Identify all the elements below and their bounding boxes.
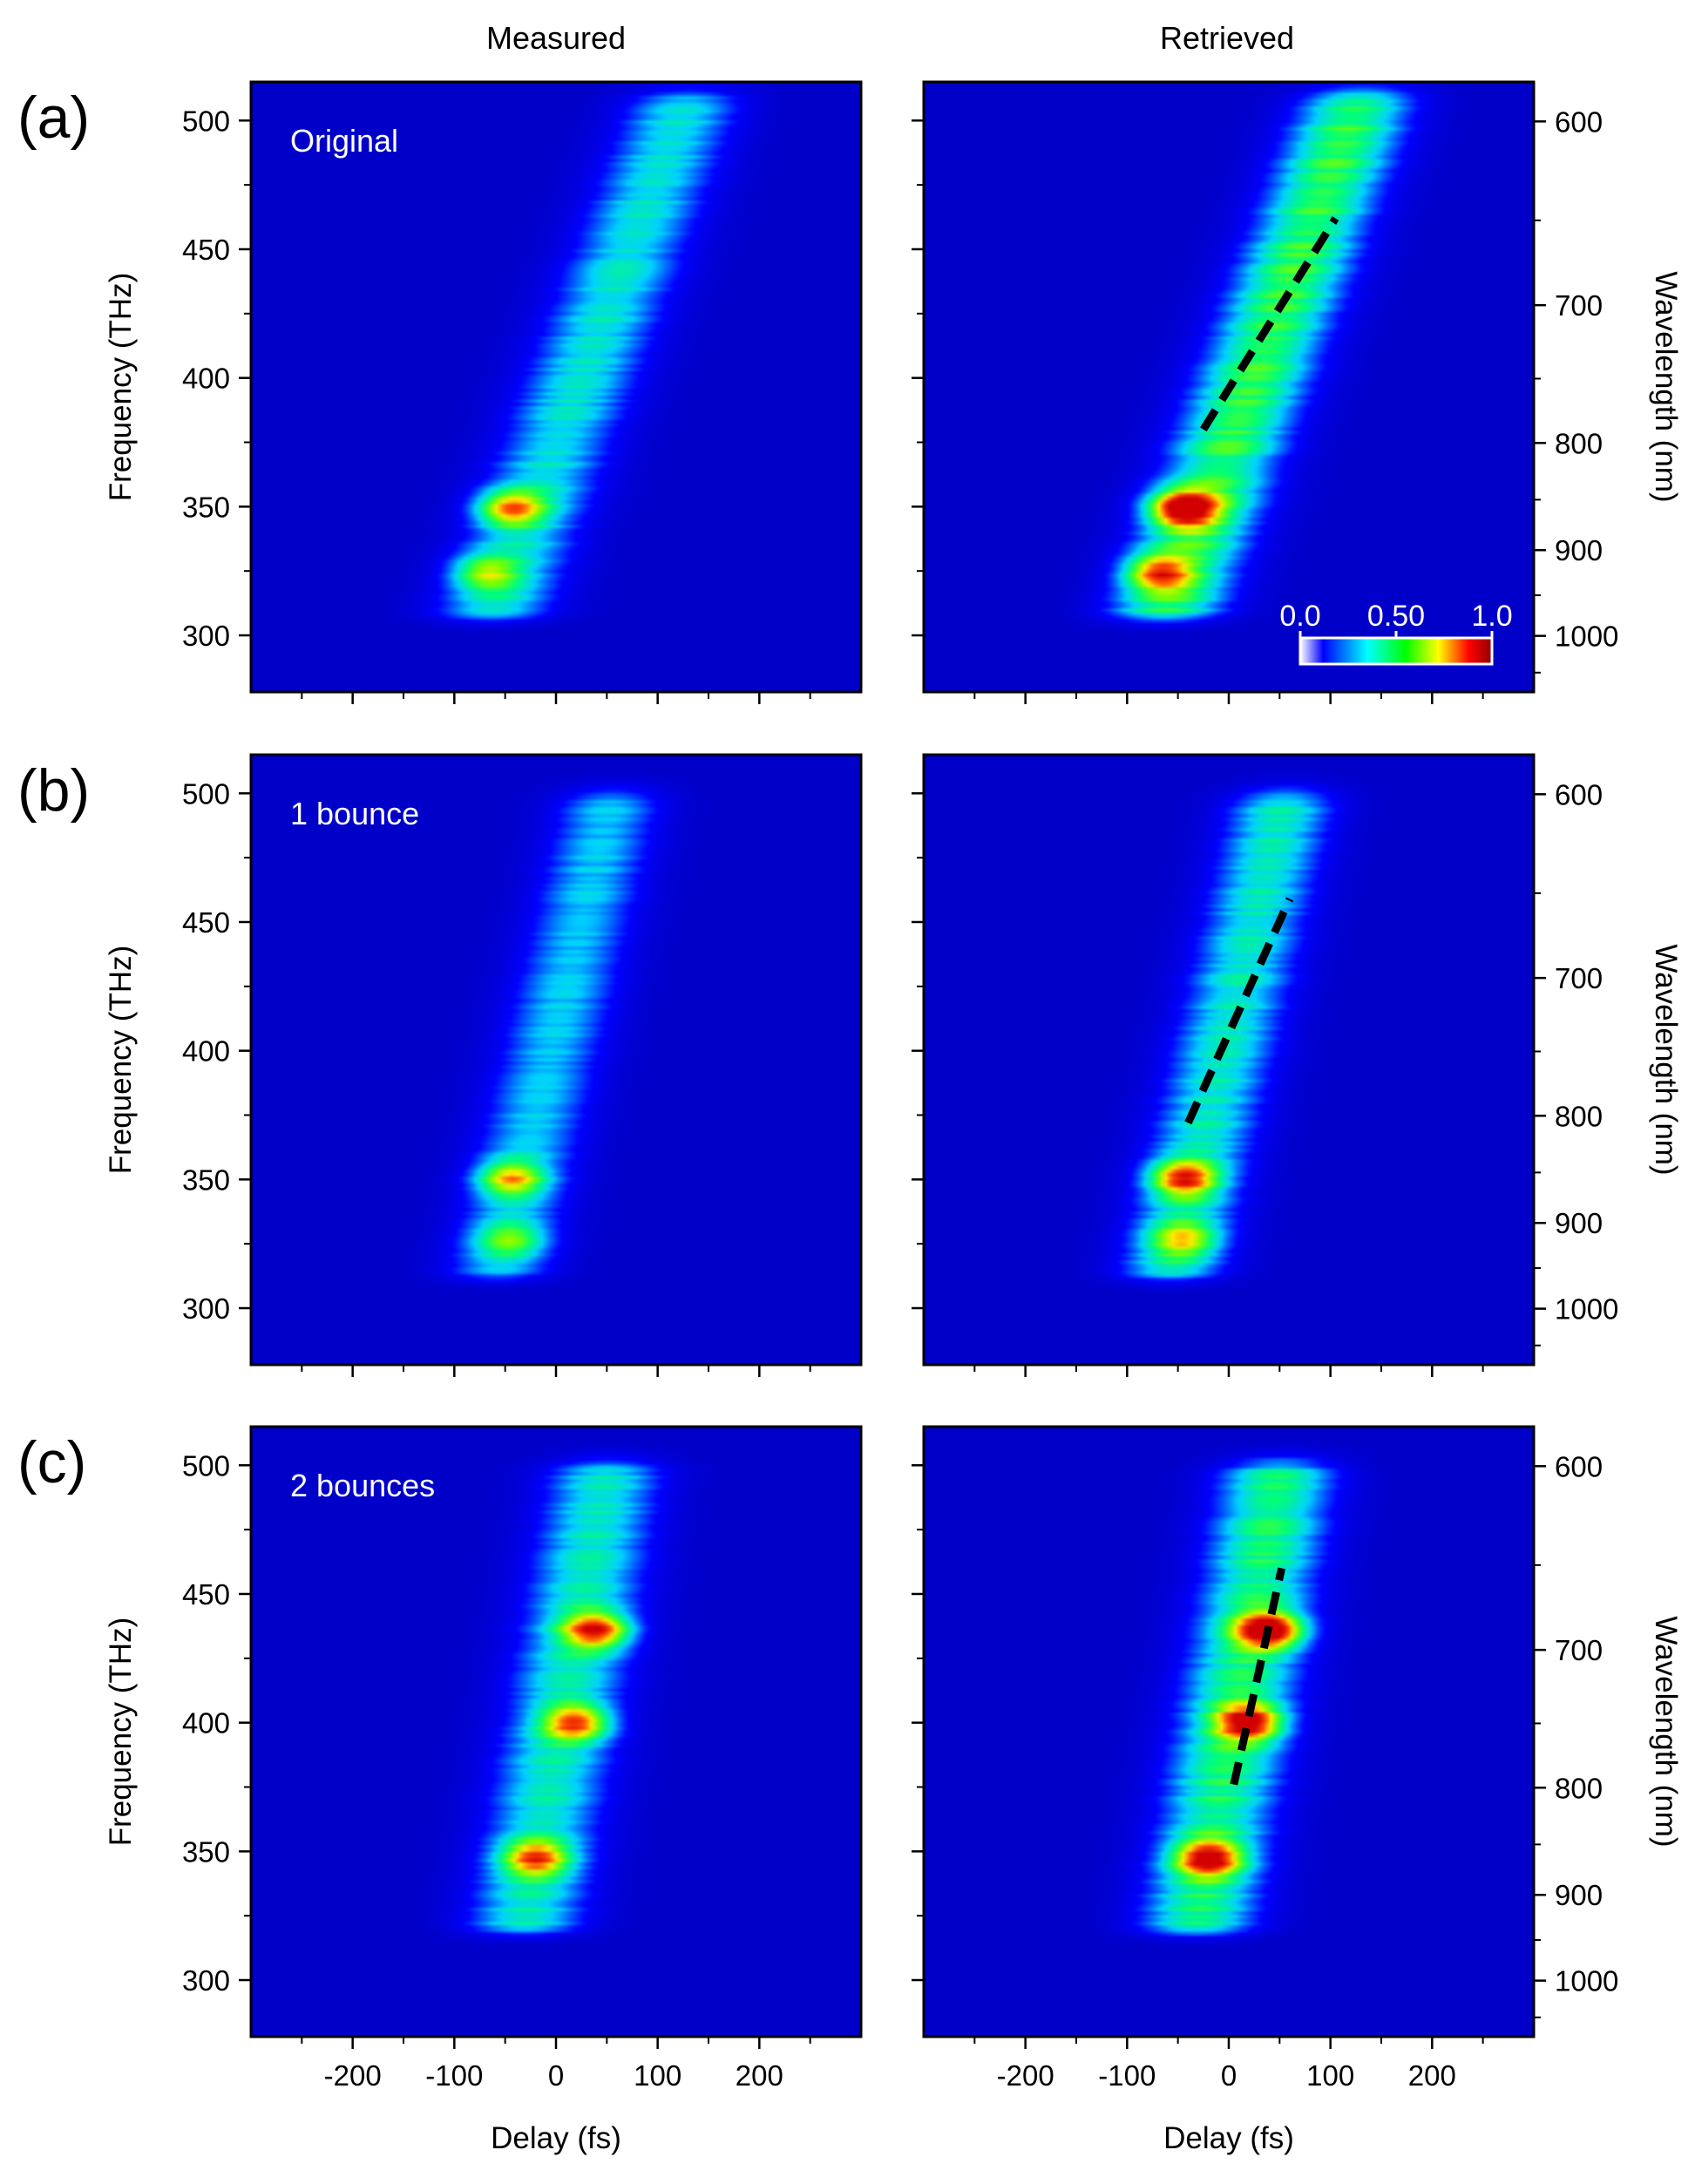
measured-heatmap-2 xyxy=(251,755,861,1365)
panel-note-3: 2 bounces xyxy=(290,1468,435,1503)
y2-tick-label-800: 800 xyxy=(1555,1100,1603,1132)
y-tick-label-300: 300 xyxy=(182,620,230,652)
y2-tick-label-700: 700 xyxy=(1555,289,1603,322)
x-axis-label: Delay (fs) xyxy=(1163,2121,1294,2155)
x-tick-label-100: 100 xyxy=(634,2059,681,2092)
y2-tick-label-600: 600 xyxy=(1555,105,1603,138)
y2-tick-label-900: 900 xyxy=(1555,534,1603,566)
y-tick-label-350: 350 xyxy=(182,1163,230,1196)
colorbar: 0.0 0.50 1.0 xyxy=(1279,600,1513,666)
y-tick-label-350: 350 xyxy=(182,491,230,523)
y-tick-label-500: 500 xyxy=(182,777,230,810)
x-tick-label--200: -200 xyxy=(324,2059,382,2092)
x-tick-label-200: 200 xyxy=(736,2059,783,2092)
measured-panel-3: 300 350 400 450 500 Frequency (THz) 2 bounces -… xyxy=(104,1425,863,2155)
y2-tick-label-1000: 1000 xyxy=(1555,621,1618,653)
retrieved-heatmap-3 xyxy=(924,1427,1534,2037)
y2-tick-label-600: 600 xyxy=(1555,778,1603,811)
panel-label-3: (c) xyxy=(17,1429,86,1496)
y2-tick-label-800: 800 xyxy=(1555,1772,1603,1804)
y2-axis-label: Wavelength (nm) xyxy=(1649,1616,1683,1847)
y-tick-label-350: 350 xyxy=(182,1835,230,1868)
y-tick-label-300: 300 xyxy=(182,1292,230,1325)
measured-heatmap-1 xyxy=(251,82,861,692)
y-axis-label: Frequency (THz) xyxy=(104,1618,138,1847)
y2-axis-label: Wavelength (nm) xyxy=(1649,944,1683,1175)
x-axis-label: Delay (fs) xyxy=(491,2121,621,2155)
y2-tick-label-1000: 1000 xyxy=(1555,1965,1618,1997)
panel-label-2: (b) xyxy=(17,757,90,824)
measured-panel-1: 300 350 400 450 500 Frequency (THz) Original xyxy=(104,80,863,704)
x-tick-label-0: 0 xyxy=(548,2059,564,2092)
column-title-retrieved: Retrieved xyxy=(1160,20,1294,56)
y2-tick-label-900: 900 xyxy=(1555,1207,1603,1239)
y2-axis-label: Wavelength (nm) xyxy=(1649,271,1683,502)
y-tick-label-400: 400 xyxy=(182,363,230,395)
y-tick-label-450: 450 xyxy=(182,234,230,266)
x-tick-label-0: 0 xyxy=(1221,2059,1237,2092)
y-tick-label-400: 400 xyxy=(182,1707,230,1740)
measured-panel-2: 300 350 400 450 500 Frequency (THz) 1 bounce xyxy=(104,753,863,1377)
panel-row-3: (c) 300 350 400 450 500 Frequency (THz) 2 bounc… xyxy=(17,1425,1683,2155)
colorbar-gradient xyxy=(1298,636,1494,666)
y-tick-label-500: 500 xyxy=(182,1449,230,1482)
colorbar-label-0: 0.0 xyxy=(1279,600,1320,633)
colorbar-label-1: 0.50 xyxy=(1367,600,1425,633)
x-tick-label--200: -200 xyxy=(997,2059,1054,2092)
y2-tick-label-900: 900 xyxy=(1555,1879,1603,1911)
retrieved-panel-1: 600 700 800 900 1000 Wavelength (nm) xyxy=(912,80,1683,704)
y2-tick-label-1000: 1000 xyxy=(1555,1293,1618,1326)
panel-row-2: (b) 300 350 400 450 500 Frequency (THz) 1 bounc… xyxy=(17,753,1683,1377)
x-tick-label--100: -100 xyxy=(1098,2059,1156,2092)
y2-tick-label-700: 700 xyxy=(1555,1634,1603,1666)
group-delay-dashed-line xyxy=(1184,897,1294,1125)
panel-note-1: Original xyxy=(290,123,398,159)
colorbar-label-2: 1.0 xyxy=(1471,600,1512,633)
group-delay-dashed-line xyxy=(1200,216,1339,432)
y-tick-label-300: 300 xyxy=(182,1964,230,1997)
panel-label-1: (a) xyxy=(17,85,90,151)
y-tick-label-400: 400 xyxy=(182,1035,230,1068)
panel-row-1: (a) 300 350 400 450 500 Frequency (THz) Origina… xyxy=(17,80,1683,704)
panel-note-2: 1 bounce xyxy=(290,796,419,831)
y2-tick-label-700: 700 xyxy=(1555,962,1603,994)
x-tick-label--100: -100 xyxy=(425,2059,483,2092)
y-tick-label-450: 450 xyxy=(182,1578,230,1611)
retrieved-heatmap-2 xyxy=(924,755,1534,1365)
y2-tick-label-800: 800 xyxy=(1555,427,1603,459)
y-tick-label-500: 500 xyxy=(182,105,230,137)
group-delay-dashed-line xyxy=(1230,1567,1286,1786)
y-axis-label: Frequency (THz) xyxy=(104,946,138,1175)
retrieved-panel-2: 600 700 800 900 1000 Wavelength (nm) xyxy=(912,753,1683,1377)
y-tick-label-450: 450 xyxy=(182,906,230,939)
measured-heatmap-3 xyxy=(251,1427,861,2037)
column-title-measured: Measured xyxy=(486,20,626,56)
y2-tick-label-600: 600 xyxy=(1555,1450,1603,1482)
x-tick-label-200: 200 xyxy=(1408,2059,1456,2092)
retrieved-panel-3: 600 700 800 900 1000 Wavelength (nm) -200 -100 0… xyxy=(912,1425,1683,2155)
y-axis-label: Frequency (THz) xyxy=(104,273,138,502)
x-tick-label-100: 100 xyxy=(1306,2059,1354,2092)
